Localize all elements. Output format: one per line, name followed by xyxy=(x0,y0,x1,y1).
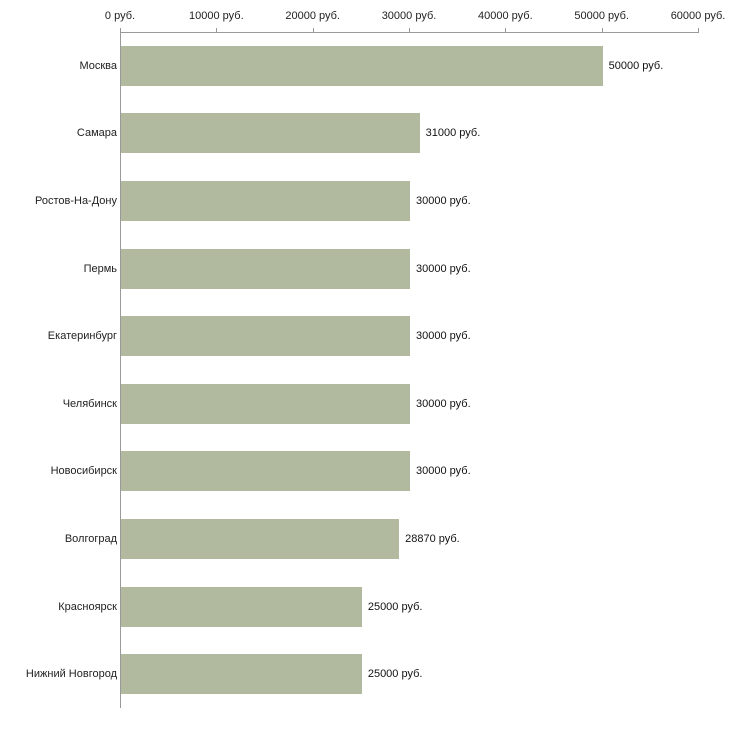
bar-row: Красноярск 25000 руб. xyxy=(0,572,730,641)
bar-row: Волгоград 28870 руб. xyxy=(0,505,730,573)
x-axis-tick-mark xyxy=(312,28,314,32)
x-axis xyxy=(120,32,699,33)
bar-zone: 50000 руб. xyxy=(120,32,730,100)
category-label: Самара xyxy=(76,127,117,140)
category-label: Пермь xyxy=(83,262,117,275)
x-axis-tick-mark xyxy=(505,28,507,32)
bar xyxy=(121,654,362,695)
value-label: 30000 руб. xyxy=(416,262,471,275)
value-label: 30000 руб. xyxy=(416,330,471,343)
bar-row: Нижний Новгород 25000 руб. xyxy=(0,640,730,708)
bar-row: Ростов-На-Дону 30000 руб. xyxy=(0,167,730,235)
x-axis-tick-label: 0 руб. xyxy=(104,10,136,22)
value-label: 28870 руб. xyxy=(405,532,460,545)
bar-row: Пермь 30000 руб. xyxy=(0,234,730,303)
x-axis-tick-mark xyxy=(409,28,410,32)
value-label: 25000 руб. xyxy=(367,668,423,681)
bar xyxy=(121,45,603,86)
x-axis-tick-mark xyxy=(216,28,218,32)
x-axis-tick-label: 40000 руб. xyxy=(478,10,533,22)
x-axis-tick-label: 50000 руб. xyxy=(574,10,629,22)
bar-zone: 30000 руб. xyxy=(120,167,730,235)
x-axis-tick-label: 20000 руб. xyxy=(285,10,340,22)
category-label: Ростов-На-Дону xyxy=(34,194,117,207)
category-label: Волгоград xyxy=(64,532,117,545)
value-label: 50000 руб. xyxy=(608,59,664,72)
bar xyxy=(121,113,420,154)
bar-row: Самара 31000 руб. xyxy=(0,99,730,168)
value-label: 30000 руб. xyxy=(416,194,471,207)
bar-zone: 25000 руб. xyxy=(120,640,730,708)
bar xyxy=(121,180,410,221)
x-axis-tick-mark xyxy=(601,28,603,32)
value-label: 30000 руб. xyxy=(416,397,471,410)
bar xyxy=(121,586,362,627)
bar-zone: 31000 руб. xyxy=(120,99,730,168)
category-label: Новосибирск xyxy=(50,465,117,478)
category-label: Екатеринбург xyxy=(47,330,117,343)
chart-rows: Москва 50000 руб. Самара 31000 руб. Ростов-Н… xyxy=(0,32,730,708)
bar xyxy=(121,316,410,357)
bar-zone: 25000 руб. xyxy=(120,572,730,641)
bar-zone: 30000 руб. xyxy=(120,369,730,438)
x-axis-tick-mark xyxy=(698,28,699,32)
value-label: 31000 руб. xyxy=(425,127,481,140)
x-axis-tick-label: 10000 руб. xyxy=(189,10,244,22)
x-axis-tick-mark xyxy=(120,28,121,32)
bar xyxy=(121,518,400,559)
bar-zone: 28870 руб. xyxy=(120,505,730,573)
value-label: 30000 руб. xyxy=(416,465,471,478)
bar-row: Екатеринбург 30000 руб. xyxy=(0,302,730,370)
value-label: 25000 руб. xyxy=(367,600,423,613)
bar-zone: 30000 руб. xyxy=(120,234,730,303)
bar-row: Москва 50000 руб. xyxy=(0,32,730,100)
category-label: Москва xyxy=(79,59,117,72)
bar-zone: 30000 руб. xyxy=(120,437,730,506)
category-label: Красноярск xyxy=(58,600,117,613)
bar-row: Челябинск 30000 руб. xyxy=(0,369,730,438)
category-label: Нижний Новгород xyxy=(25,668,117,681)
bar xyxy=(121,383,410,424)
bar xyxy=(121,451,410,492)
bar-row: Новосибирск 30000 руб. xyxy=(0,437,730,506)
bar-zone: 30000 руб. xyxy=(120,302,730,370)
x-axis-tick-label: 30000 руб. xyxy=(381,10,437,22)
category-label: Челябинск xyxy=(62,397,117,410)
x-axis-tick-label: 60000 руб. xyxy=(670,10,726,22)
bar xyxy=(121,248,410,289)
